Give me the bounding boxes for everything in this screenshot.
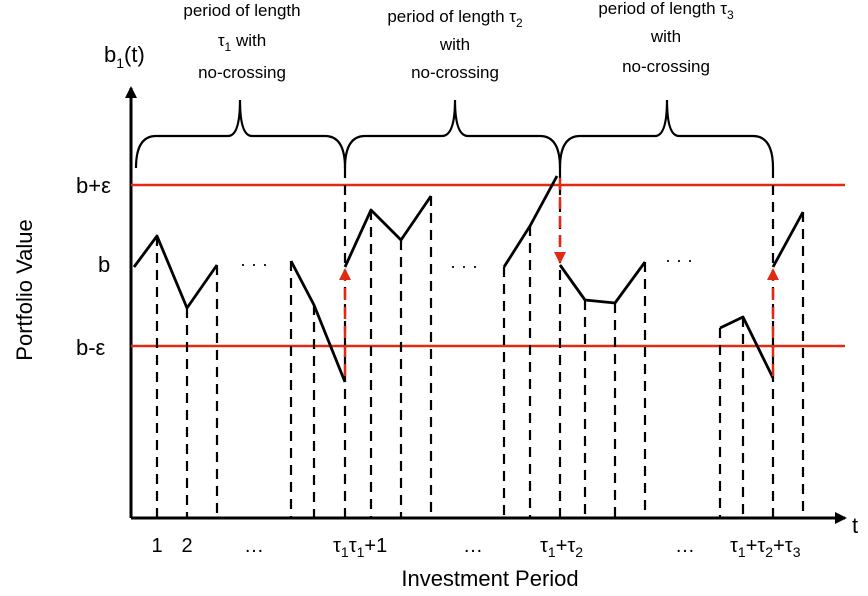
tick-2: 2 [181,535,192,557]
brace-1-label: period of length τ1 with no-crossing [183,1,300,82]
svg-text:with: with [650,27,681,46]
svg-text:τ1 with: τ1 with [218,31,266,54]
ellipsis-2: · · · [450,256,478,276]
brace-period-2 [343,99,562,169]
y-axis-label: b1(t) [104,42,145,71]
svg-text:no-crossing: no-crossing [198,63,286,82]
brace-3-label: period of length τ3 with no-crossing [598,0,734,76]
brace-period-1 [134,99,347,169]
level-mid-label: b [98,252,110,277]
svg-text:period of length τ3: period of length τ3 [598,0,734,22]
brace-period-3 [558,99,775,169]
tick-dots-2: … [463,535,483,557]
tick-tau1-tau2-tau3: τ1+τ2+τ3 [730,535,801,560]
svg-text:period of length: period of length [183,1,300,20]
x-axis-label: t [852,513,858,538]
svg-text:no-crossing: no-crossing [411,63,499,82]
y-title: Portfolio Value [12,219,37,360]
x-title: Investment Period [401,566,578,591]
tick-dots-3: … [675,535,695,557]
brace-2-label: period of length τ2 with no-crossing [387,7,523,82]
ellipsis-3: · · · [665,250,693,270]
svg-text:with: with [439,35,470,54]
tick-tau1-tau2: τ1+τ2 [540,535,583,560]
tick-dots-1: … [244,535,264,557]
portfolio-value-path [132,175,805,383]
level-lower-label: b-ε [76,335,106,360]
period-dashed-lines [155,168,805,518]
svg-text:no-crossing: no-crossing [622,57,710,76]
tick-tau1: τ1τ1+1 [333,535,387,560]
tick-1: 1 [151,535,162,557]
ellipsis-1: · · · [240,254,268,274]
svg-text:period of length τ2: period of length τ2 [387,7,523,30]
level-upper-label: b+ε [76,173,111,198]
